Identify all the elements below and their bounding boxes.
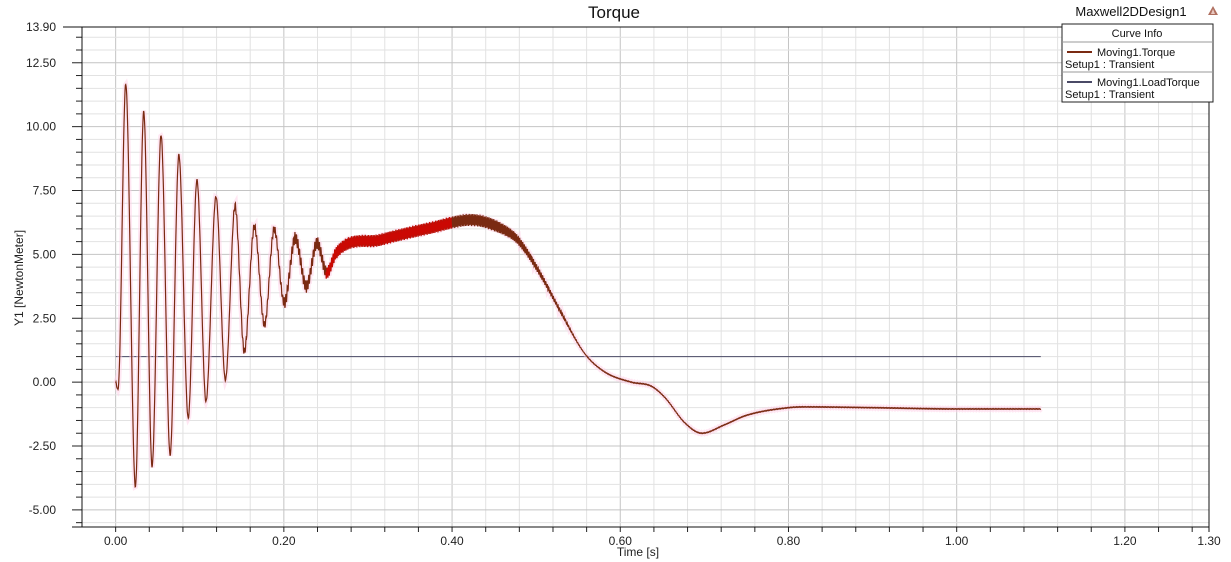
x-tick-label: 1.00 xyxy=(945,534,969,548)
legend-item-setup: Setup1 : Transient xyxy=(1065,89,1154,101)
axes xyxy=(63,26,1210,532)
legend-item-loadtorque[interactable]: Moving1.LoadTorque Setup1 : Transient xyxy=(1065,77,1200,101)
x-tick-label: 0.80 xyxy=(777,534,801,548)
x-axis-label: Time [s] xyxy=(617,545,659,559)
y-tick-label: 0.00 xyxy=(33,375,57,389)
x-tick-label: 1.20 xyxy=(1113,534,1137,548)
y-tick-label: 2.50 xyxy=(33,311,57,325)
chart-title: Torque xyxy=(588,3,640,22)
y-tick-label: 7.50 xyxy=(33,184,57,198)
legend-title: Curve Info xyxy=(1112,28,1163,40)
legend-item-torque[interactable]: Moving1.Torque Setup1 : Transient xyxy=(1065,47,1175,71)
legend[interactable]: Curve Info Moving1.Torque Setup1 : Trans… xyxy=(1061,23,1214,103)
legend-item-name: Moving1.Torque xyxy=(1097,47,1175,59)
y-axis-label: Y1 [NewtonMeter] xyxy=(12,230,26,326)
legend-item-setup: Setup1 : Transient xyxy=(1065,59,1154,71)
series-ripple-torque xyxy=(325,217,453,279)
y-tick-label: 13.90 xyxy=(26,20,56,34)
y-tick-label: -2.50 xyxy=(29,439,57,453)
series-line-torque xyxy=(115,83,1042,488)
x-tick-label: 0.40 xyxy=(440,534,464,548)
y-tick-label: -5.00 xyxy=(29,503,57,517)
series xyxy=(113,78,1043,491)
triangle-warning-icon[interactable] xyxy=(1208,6,1218,15)
x-tick-label: 0.00 xyxy=(104,534,128,548)
series-shadow-torque xyxy=(113,78,1043,491)
legend-item-name: Moving1.LoadTorque xyxy=(1097,77,1200,89)
y-tick-label: 12.50 xyxy=(26,56,56,70)
x-tick-label: 0.60 xyxy=(609,534,633,548)
tick-labels: 0.00 0.20 0.40 0.60 0.80 1.00 1.20 1.30 13.90 12.… xyxy=(26,20,1221,548)
y-tick-label: 10.00 xyxy=(26,120,56,134)
x-tick-label: 1.30 xyxy=(1197,534,1221,548)
y-tick-label: 5.00 xyxy=(33,247,57,261)
design-name: Maxwell2DDesign1 xyxy=(1075,4,1186,19)
grid xyxy=(82,27,1209,527)
x-tick-label: 0.20 xyxy=(272,534,296,548)
